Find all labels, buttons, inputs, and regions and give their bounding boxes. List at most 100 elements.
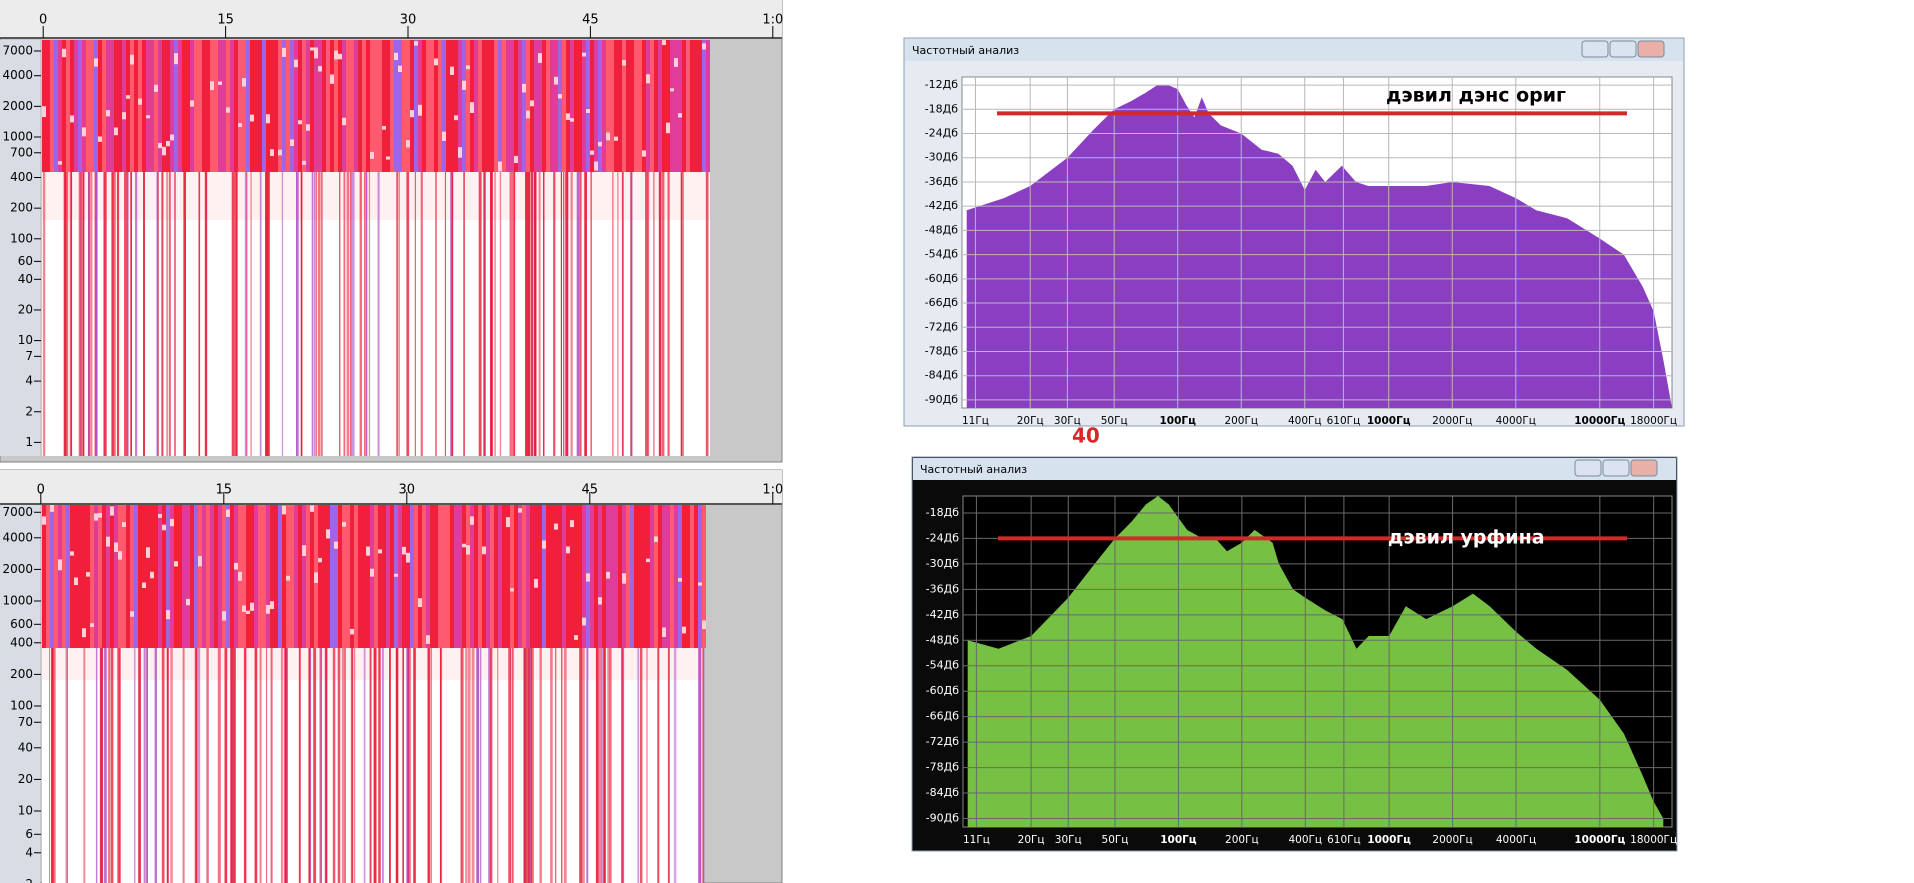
spectrogram-column	[694, 505, 698, 648]
spectrogram-streak	[166, 610, 170, 620]
spectrogram-column	[558, 40, 562, 172]
spectrogram-column	[198, 40, 202, 172]
time-tick-label: 45	[582, 483, 599, 498]
spectrogram-column	[290, 505, 294, 648]
spectrogram-streak	[226, 509, 230, 518]
spectrogram-column	[194, 40, 198, 172]
spectrogram-column	[574, 40, 578, 172]
freq-tick-label: 10	[18, 804, 33, 818]
spectrogram-line	[553, 172, 555, 456]
freq-tick-label: 10	[18, 333, 33, 347]
x-tick-label: 11Гц	[962, 415, 989, 427]
spectrogram-streak	[662, 40, 666, 46]
spectrogram-streak	[702, 43, 706, 50]
spectrogram-streak	[702, 620, 706, 630]
spectrogram-column	[166, 505, 170, 648]
spectrogram-line	[538, 172, 541, 456]
spectrogram-line	[351, 172, 355, 456]
spectrogram-line	[244, 172, 247, 456]
y-tick-label: -18Дб	[925, 102, 959, 115]
spectrogram-column	[338, 505, 342, 648]
spectrogram-streak	[386, 156, 390, 160]
spectrogram-streak	[526, 110, 530, 119]
minimize-button[interactable]	[1581, 40, 1609, 58]
spectrogram-streak	[146, 547, 150, 558]
spectrogram-line	[341, 648, 344, 883]
spectrogram-line	[126, 172, 128, 456]
spectrogram-line	[530, 648, 533, 883]
spectrogram-column	[342, 505, 346, 648]
x-tick-label: 20Гц	[1017, 415, 1044, 427]
freq-tick-label: 700	[10, 145, 33, 159]
spectrogram-column	[234, 40, 238, 172]
spectrogram-line	[42, 172, 46, 456]
spectrogram-line	[527, 172, 530, 456]
spectrogram-line	[167, 648, 169, 883]
spectrogram-line	[195, 648, 198, 883]
spectrogram-column	[366, 40, 370, 172]
spectrogram-column	[42, 40, 46, 172]
spectrogram-column	[478, 40, 482, 172]
maximize-button[interactable]	[1602, 459, 1630, 477]
spectrogram-column	[62, 40, 66, 172]
spectrogram-column	[182, 40, 186, 172]
spectrogram-line	[584, 172, 587, 456]
spectrogram-column	[562, 40, 566, 172]
freq-tick-label: 4000	[2, 530, 33, 544]
spectrogram-line	[168, 172, 171, 456]
spectrogram-column	[166, 40, 170, 172]
spectrogram-streak	[378, 549, 382, 554]
spectrogram-line	[550, 648, 553, 883]
spectrogram-line	[382, 648, 384, 883]
spectrogram-streak	[482, 546, 486, 555]
spectrogram-streak	[150, 571, 154, 579]
spectrogram-column	[158, 40, 162, 172]
spectrogram-line	[667, 172, 670, 456]
spectrogram-column	[434, 40, 438, 172]
freq-tick-label: 6	[25, 827, 33, 841]
spectrogram-column	[58, 505, 62, 648]
spectrogram-streak	[106, 536, 110, 547]
spectrogram-streak	[282, 47, 286, 57]
spectrogram-column	[406, 505, 410, 648]
spectrogram-line	[299, 648, 301, 883]
spectrogram-column	[226, 505, 230, 648]
spectrogram-line	[124, 172, 127, 456]
spectrogram-column	[250, 40, 254, 172]
spectrogram-streak	[622, 573, 626, 584]
spectrogram-line	[467, 648, 471, 883]
spectrogram-column	[162, 505, 166, 648]
spectrogram-streak	[382, 125, 386, 130]
spectrogram-line	[111, 648, 114, 883]
spectrogram-line	[450, 172, 453, 456]
spectrogram-line	[63, 172, 67, 456]
spectrogram-column	[202, 505, 206, 648]
spectrogram-streak	[614, 136, 618, 141]
spectrogram-streak	[418, 598, 422, 608]
freq-tick-label: 2	[25, 877, 33, 883]
spectrogram-column	[462, 40, 466, 172]
spectrogram-column	[470, 505, 474, 648]
x-tick-label: 610Гц	[1327, 834, 1361, 846]
spectrogram-column	[426, 40, 430, 172]
spectrogram-streak	[598, 141, 602, 147]
freq-tick-label: 200	[10, 667, 33, 681]
minimize-button[interactable]	[1574, 459, 1602, 477]
spectrogram-streak	[70, 115, 74, 123]
close-button[interactable]	[1637, 40, 1665, 58]
spectrogram-column	[482, 505, 486, 648]
spectrogram-column	[250, 505, 254, 648]
maximize-button[interactable]	[1609, 40, 1637, 58]
y-tick-label: -30Дб	[926, 557, 960, 570]
spectrogram-column	[202, 40, 206, 172]
freq-axis	[0, 505, 40, 883]
time-tick-label: 30	[400, 13, 417, 28]
spectrogram-column	[98, 505, 102, 648]
y-tick-label: -60Дб	[925, 272, 959, 285]
close-button[interactable]	[1630, 459, 1658, 477]
x-tick-label: 200Гц	[1225, 834, 1259, 846]
spectrogram-column	[422, 40, 426, 172]
y-tick-label: -60Дб	[926, 684, 960, 697]
spectrogram-line	[560, 172, 562, 456]
spectrogram-column	[290, 40, 294, 172]
